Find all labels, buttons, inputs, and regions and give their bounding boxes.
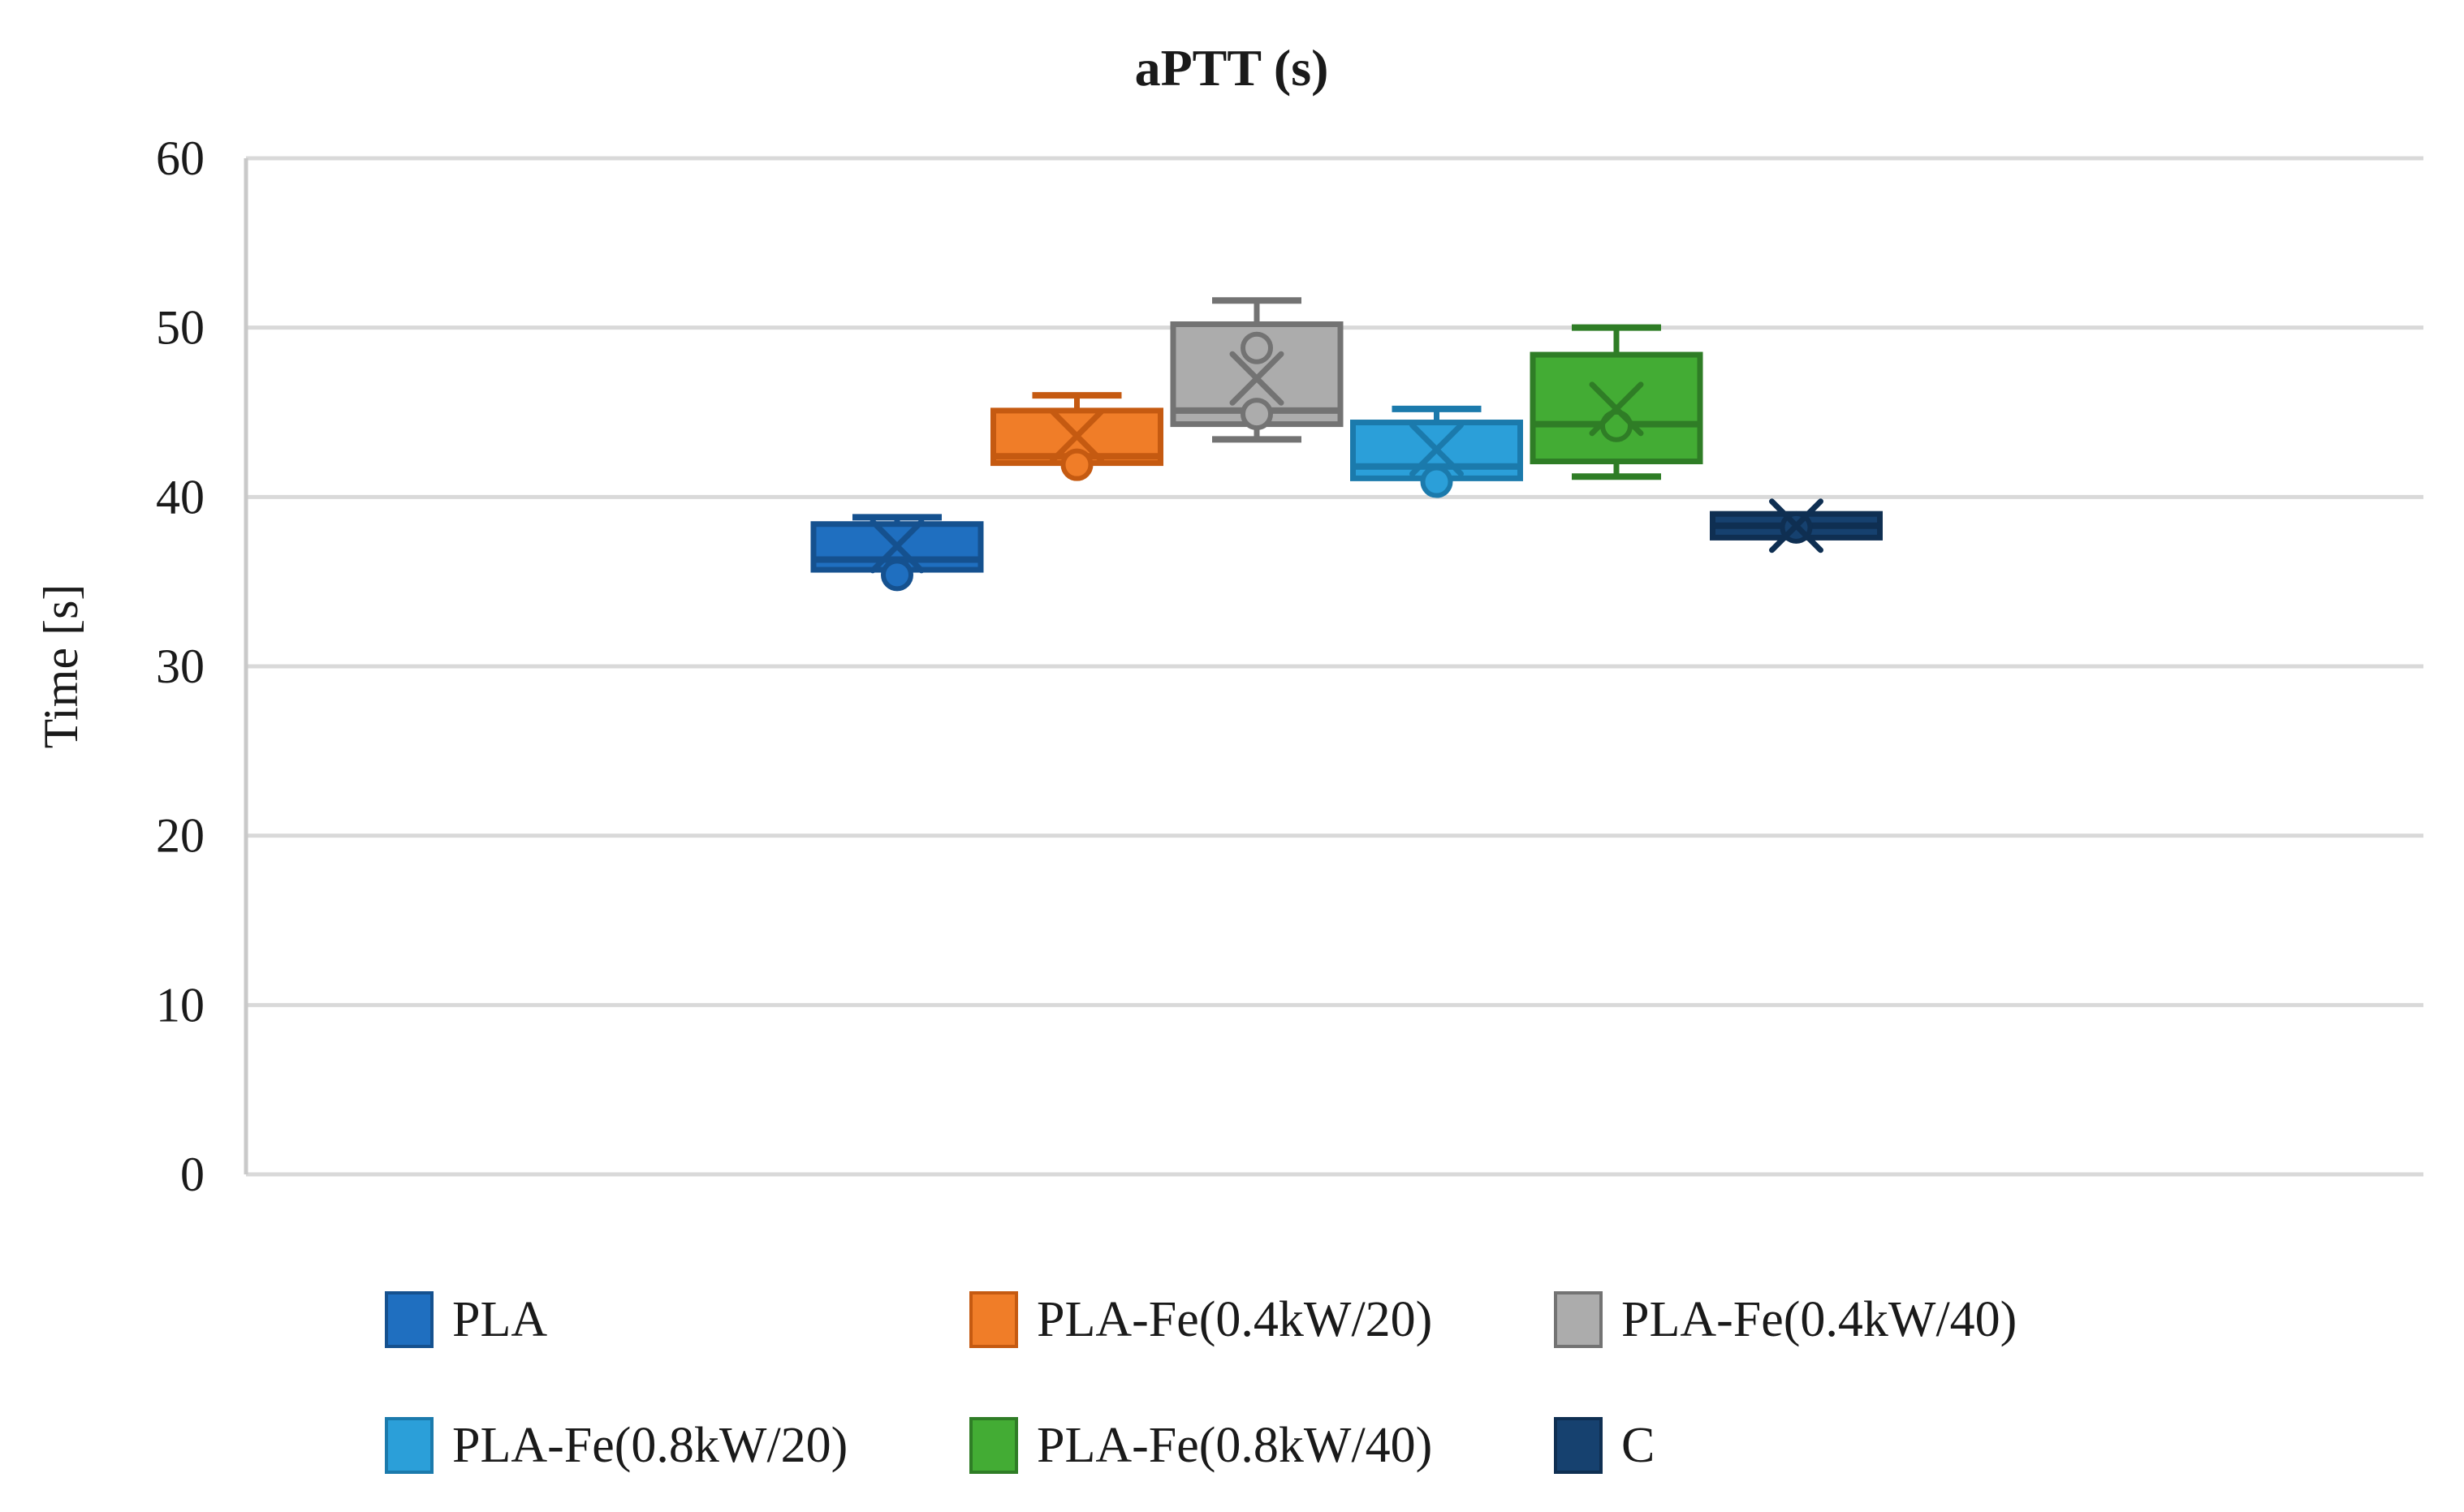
- legend-item-pla: PLA: [385, 1291, 547, 1348]
- legend-swatch-icon: [969, 1291, 1018, 1348]
- legend-item-pla-fe-0-4kw-20-: PLA-Fe(0.4kW/20): [969, 1291, 1432, 1348]
- y-tick-label: 30: [156, 640, 205, 693]
- y-tick-label: 40: [156, 470, 205, 523]
- mean-x-marker: [870, 519, 925, 574]
- chart-title: aPTT (s): [1135, 39, 1329, 97]
- gridlines: [246, 156, 2423, 1177]
- legend-label: PLA-Fe(0.4kW/20): [1037, 1292, 1432, 1347]
- box-pla-fe-0-4kw-20-: [990, 392, 1163, 481]
- legend-swatch-icon: [1554, 1417, 1603, 1474]
- box-pla: [810, 514, 984, 592]
- legend-swatch-icon: [385, 1417, 434, 1474]
- legend-item-pla-fe-0-4kw-40-: PLA-Fe(0.4kW/40): [1554, 1291, 2017, 1348]
- y-tick-label: 10: [156, 978, 205, 1032]
- mean-x-marker: [1769, 498, 1823, 554]
- legend-label: PLA: [452, 1292, 547, 1347]
- box-series: [810, 297, 1883, 592]
- mean-x-marker: [1589, 381, 1644, 437]
- box-pla-fe-0-8kw-40-: [1530, 324, 1703, 480]
- legend-label: C: [1621, 1418, 1655, 1473]
- box-c: [1710, 498, 1883, 554]
- data-point: [1241, 331, 1273, 364]
- y-tick-label: 60: [156, 131, 205, 185]
- data-point: [881, 558, 913, 592]
- data-point: [1420, 465, 1453, 498]
- legend-label: PLA-Fe(0.8kW/20): [452, 1418, 848, 1473]
- data-point: [1241, 398, 1273, 431]
- legend-item-c: C: [1554, 1417, 1655, 1474]
- box-pla-fe-0-4kw-40-: [1170, 297, 1344, 443]
- legend-swatch-icon: [1554, 1291, 1603, 1348]
- y-tick-label: 20: [156, 809, 205, 863]
- mean-x-marker: [1229, 351, 1284, 406]
- y-axis-tick-labels: 0 10 20 30 40 50 60: [156, 131, 205, 1201]
- data-point: [1060, 448, 1094, 481]
- box-pla-fe-0-8kw-20-: [1350, 405, 1523, 498]
- y-axis-title: Time [s]: [34, 584, 88, 749]
- y-tick-label: 0: [180, 1148, 205, 1201]
- chart-legend: PLA PLA-Fe(0.4kW/20) PLA-Fe(0.4kW/40) PLA-F…: [385, 1291, 2017, 1474]
- legend-swatch-icon: [969, 1417, 1018, 1474]
- legend-item-pla-fe-0-8kw-40-: PLA-Fe(0.8kW/40): [969, 1417, 1432, 1474]
- legend-label: PLA-Fe(0.8kW/40): [1037, 1418, 1432, 1473]
- mean-x-marker: [1050, 408, 1104, 463]
- mean-x-marker: [1409, 422, 1464, 477]
- legend-swatch-icon: [385, 1291, 434, 1348]
- legend-item-pla-fe-0-8kw-20-: PLA-Fe(0.8kW/20): [385, 1417, 848, 1474]
- y-tick-label: 50: [156, 301, 205, 355]
- legend-label: PLA-Fe(0.4kW/40): [1621, 1292, 2017, 1347]
